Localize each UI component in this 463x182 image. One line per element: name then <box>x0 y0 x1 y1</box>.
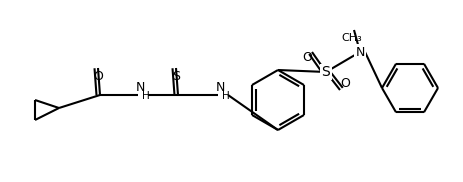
Text: N: N <box>355 46 364 58</box>
Text: S: S <box>172 70 180 84</box>
Text: S: S <box>321 65 330 79</box>
Text: O: O <box>93 70 103 84</box>
Text: O: O <box>301 52 311 64</box>
Text: O: O <box>339 78 349 90</box>
Text: CH₃: CH₃ <box>341 33 362 43</box>
Text: N: N <box>135 82 144 94</box>
Text: H: H <box>222 91 229 101</box>
Text: N: N <box>215 82 224 94</box>
Text: H: H <box>142 91 150 101</box>
